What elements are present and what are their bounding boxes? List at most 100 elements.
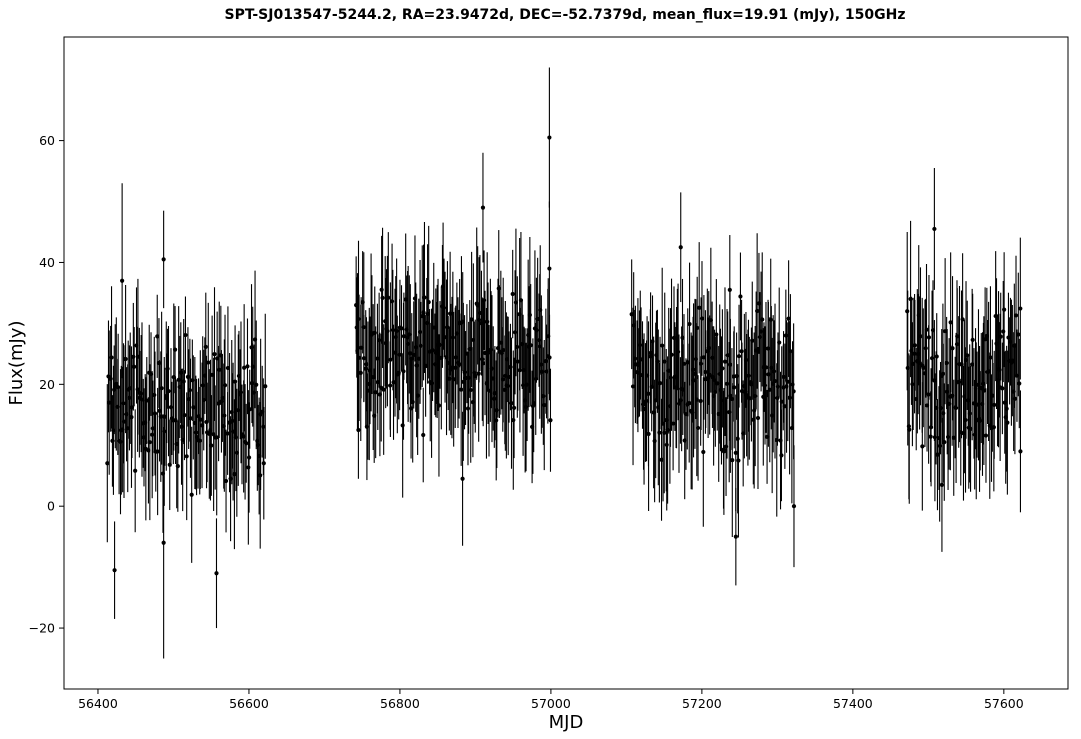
- data-point: [214, 571, 219, 576]
- data-point: [242, 365, 247, 370]
- data-point: [459, 387, 464, 392]
- data-point: [756, 301, 762, 306]
- data-point: [144, 398, 149, 403]
- data-point: [912, 343, 918, 348]
- data-point: [1005, 420, 1010, 425]
- data-point: [669, 352, 674, 357]
- data-point: [509, 401, 514, 406]
- data-point: [254, 382, 259, 387]
- data-point: [225, 431, 230, 436]
- data-point: [755, 308, 760, 314]
- data-point: [400, 423, 405, 428]
- data-point: [735, 436, 740, 441]
- data-point: [181, 379, 186, 384]
- data-point: [695, 425, 701, 431]
- data-point: [1016, 332, 1021, 337]
- data-point: [460, 476, 465, 481]
- data-point: [1017, 381, 1022, 386]
- data-point: [791, 504, 797, 509]
- data-point: [155, 334, 160, 339]
- data-point: [108, 376, 113, 381]
- data-point: [657, 430, 662, 435]
- data-point: [736, 458, 741, 463]
- data-point: [517, 368, 523, 373]
- data-point: [188, 416, 193, 421]
- data-point: [706, 345, 711, 351]
- data-point: [687, 401, 692, 406]
- data-point: [763, 365, 769, 370]
- data-point: [203, 344, 208, 349]
- data-point: [172, 347, 178, 352]
- data-point: [939, 482, 945, 487]
- data-point: [926, 335, 932, 340]
- data-point: [182, 413, 187, 418]
- data-point: [187, 388, 192, 393]
- data-point: [496, 286, 501, 291]
- data-point: [480, 205, 486, 210]
- data-point: [1013, 313, 1019, 318]
- data-point: [166, 389, 171, 394]
- y-tick-label: −20: [29, 621, 55, 636]
- data-point: [150, 432, 155, 437]
- x-tick-label: 56600: [229, 696, 269, 711]
- data-point: [664, 442, 669, 447]
- data-point: [698, 361, 704, 366]
- data-point: [214, 435, 219, 440]
- data-point: [528, 343, 533, 348]
- data-point: [638, 342, 643, 348]
- data-point: [386, 295, 391, 300]
- data-point: [732, 385, 737, 390]
- x-tick-label: 56400: [78, 696, 118, 711]
- data-point: [687, 321, 692, 327]
- data-point: [390, 327, 395, 333]
- data-point: [657, 381, 663, 386]
- data-point: [1012, 396, 1017, 401]
- data-point: [787, 395, 792, 400]
- data-point: [480, 357, 485, 362]
- data-point: [942, 440, 947, 445]
- data-point: [675, 349, 681, 355]
- data-point: [175, 464, 180, 469]
- data-point: [380, 295, 385, 300]
- data-point: [469, 317, 474, 322]
- data-point: [354, 303, 359, 308]
- data-point: [733, 534, 738, 539]
- y-axis: −20 0 20 40 60: [29, 133, 64, 636]
- data-point: [356, 355, 362, 360]
- x-axis-label: MJD: [549, 712, 584, 733]
- data-point: [232, 379, 238, 384]
- data-point: [905, 309, 910, 314]
- data-point: [363, 366, 368, 371]
- y-axis-label: Flux(mJy): [6, 321, 27, 406]
- data-point: [777, 340, 782, 345]
- data-point: [547, 355, 552, 360]
- x-tick-label: 57400: [833, 696, 873, 711]
- data-point: [785, 379, 790, 384]
- x-tick-label: 57200: [682, 696, 722, 711]
- data-point: [750, 338, 755, 343]
- data-point: [928, 425, 934, 430]
- data-point: [515, 359, 520, 364]
- data-point: [159, 386, 164, 391]
- data-point: [720, 366, 725, 371]
- data-point: [746, 373, 751, 378]
- data-point: [948, 320, 953, 325]
- data-point: [246, 455, 252, 460]
- data-point: [736, 354, 742, 359]
- data-point: [760, 317, 765, 322]
- data-point: [381, 387, 386, 392]
- data-point: [983, 337, 988, 342]
- data-point: [724, 381, 730, 386]
- data-point: [245, 364, 250, 369]
- data-point: [932, 226, 937, 232]
- data-point: [193, 430, 198, 435]
- data-point: [714, 332, 719, 337]
- chart-title: SPT-SJ013547-5244.2, RA=23.9472d, DEC=-5…: [225, 7, 906, 23]
- data-point: [372, 330, 377, 335]
- data-point: [109, 355, 114, 360]
- data-point: [399, 326, 404, 331]
- data-point: [209, 443, 214, 448]
- y-tick-label: 40: [39, 255, 55, 270]
- data-point: [632, 356, 637, 361]
- data-point: [127, 395, 132, 400]
